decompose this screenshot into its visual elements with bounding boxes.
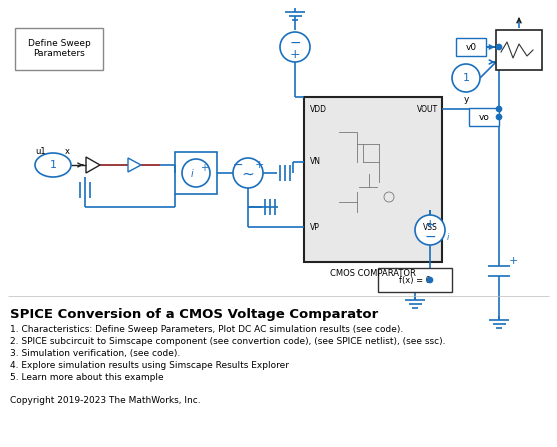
Circle shape [233,158,263,188]
Text: VP: VP [310,223,320,232]
Text: VN: VN [310,157,321,166]
Text: y: y [463,96,468,105]
Text: +: + [509,256,517,266]
Bar [469,108,499,126]
Bar [175,152,217,194]
Circle shape [428,278,432,283]
Text: f(x) = 0: f(x) = 0 [399,275,431,284]
Text: x: x [65,147,70,156]
Text: 1: 1 [462,73,470,83]
Text: VSS: VSS [423,223,438,232]
Circle shape [452,64,480,92]
Circle shape [496,45,501,50]
Circle shape [415,215,445,245]
Text: +: + [424,219,436,232]
Bar [378,268,452,292]
Text: Copyright 2019-2023 The MathWorks, Inc.: Copyright 2019-2023 The MathWorks, Inc. [10,396,201,405]
Text: Parameters: Parameters [33,50,85,59]
Text: 3. Simulation verification, (see code).: 3. Simulation verification, (see code). [10,349,180,358]
Text: i: i [190,169,193,179]
Text: u1: u1 [36,147,46,156]
Text: v0: v0 [466,42,477,51]
Text: −: − [424,230,436,244]
Circle shape [496,106,501,111]
Text: +: + [290,47,300,60]
Text: VOUT: VOUT [417,105,438,114]
Text: +: + [255,160,263,170]
Text: VDD: VDD [310,105,327,114]
Bar [496,30,542,70]
Circle shape [182,159,210,187]
Ellipse shape [35,153,71,177]
Text: 5. Learn more about this example: 5. Learn more about this example [10,373,164,382]
Text: +: + [200,163,208,173]
Text: i: i [447,233,449,243]
Bar [304,97,442,262]
Text: −: − [233,159,243,172]
Text: SPICE Conversion of a CMOS Voltage Comparator: SPICE Conversion of a CMOS Voltage Compa… [10,308,378,321]
Bar [456,38,486,56]
Text: ~: ~ [242,166,255,181]
Bar [15,28,103,70]
Text: 1: 1 [50,160,56,170]
Text: Define Sweep: Define Sweep [28,38,90,47]
Text: 4. Explore simulation results using Simscape Results Explorer: 4. Explore simulation results using Sims… [10,361,289,370]
Circle shape [280,32,310,62]
Text: −: − [289,36,301,50]
Text: vo: vo [478,113,490,122]
Text: 2. SPICE subcircuit to Simscape component (see convertion code), (see SPICE netl: 2. SPICE subcircuit to Simscape componen… [10,337,446,346]
Circle shape [384,192,394,202]
Text: CMOS COMPARATOR: CMOS COMPARATOR [330,270,416,278]
Circle shape [496,114,501,119]
Text: 1. Characteristics: Define Sweep Parameters, Plot DC AC simulation results (see : 1. Characteristics: Define Sweep Paramet… [10,325,403,334]
